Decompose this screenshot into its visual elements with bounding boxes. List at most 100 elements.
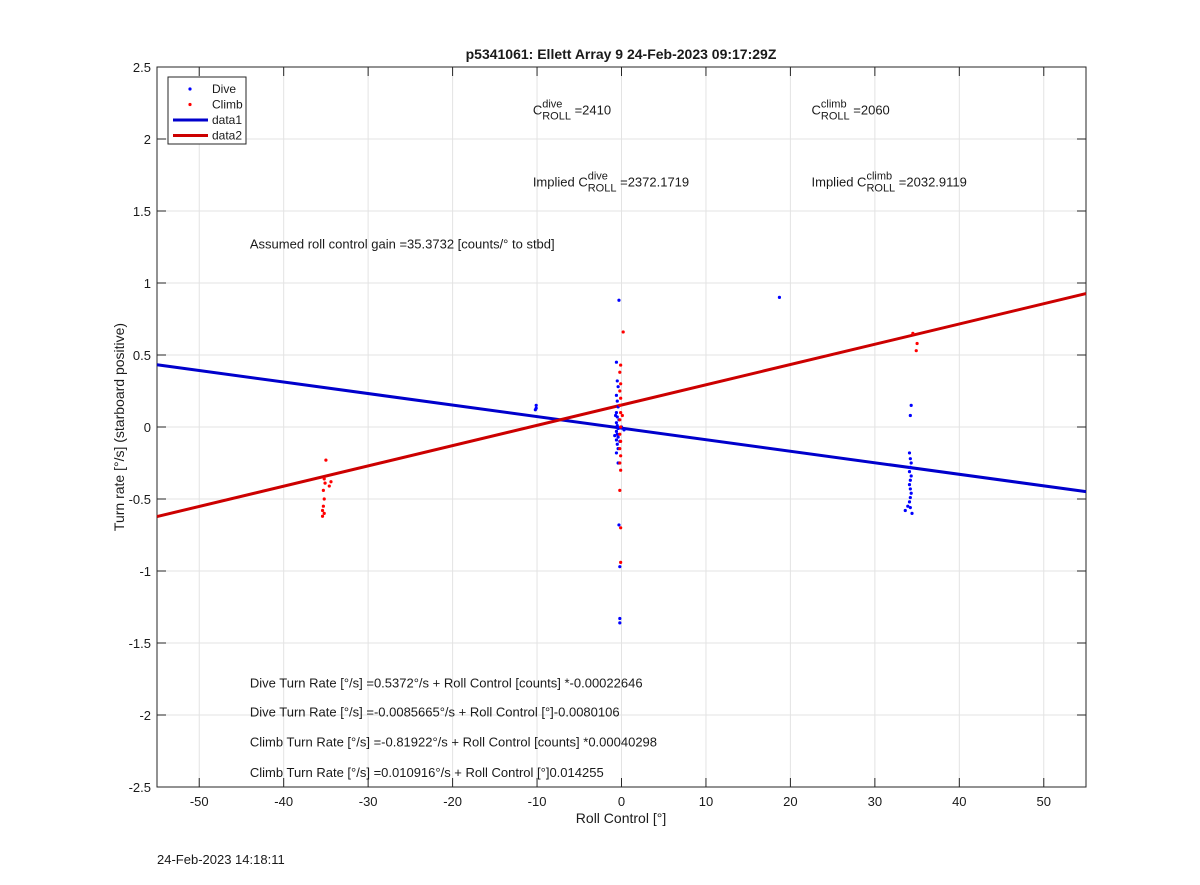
dive-point (614, 411, 619, 415)
x-tick-label: 20 (783, 794, 797, 809)
dive-point (613, 434, 617, 438)
climb-point (619, 425, 623, 429)
annotation-implied-climb: Implied Cclimb ROLL =2032.9119 (812, 171, 967, 195)
dive-point (622, 428, 626, 432)
climb-point (618, 418, 622, 422)
x-tick-label: -30 (359, 794, 378, 809)
dive-point (616, 435, 620, 439)
series-layer (156, 292, 1087, 625)
dive-point (908, 457, 912, 461)
dive-point (615, 399, 619, 403)
dive-point (909, 491, 913, 495)
dive-point (616, 426, 620, 431)
climb-point (329, 480, 333, 484)
dive-point (910, 511, 914, 515)
dive-point (909, 461, 913, 465)
annotation-eq3: Climb Turn Rate [°/s] =-0.81922°/s + Rol… (250, 735, 657, 750)
y-tick-label: -2.5 (129, 780, 151, 795)
climb-point (619, 560, 623, 564)
legend-label-data2: data2 (212, 129, 242, 143)
annotations-layer: Cdive ROLL =2410 Cclimb ROLL =2060 Implied C… (250, 99, 967, 780)
x-tick-label: 50 (1037, 794, 1051, 809)
dive-point (615, 432, 619, 436)
dive-point (618, 621, 622, 625)
dive-point (614, 360, 619, 364)
x-tick-label: -40 (274, 794, 293, 809)
climb-point (619, 363, 623, 367)
dive-point (908, 495, 912, 500)
climb-point (322, 511, 326, 515)
x-tick-label: 10 (699, 794, 713, 809)
climb-point (915, 341, 919, 346)
dive-point (909, 474, 913, 478)
y-tick-label: -1 (139, 564, 151, 579)
annotation-eq2: Dive Turn Rate [°/s] =-0.0085665°/s + Ro… (250, 704, 620, 719)
y-tick-label: 0.5 (133, 348, 151, 363)
dive-point (617, 523, 621, 527)
dive-point (909, 403, 913, 407)
climb-point (619, 468, 623, 472)
x-tick-label: 30 (868, 794, 882, 809)
dive-point (617, 298, 621, 302)
climb-point (619, 526, 623, 530)
y-tick-label: 0 (144, 420, 151, 435)
legend-label-dive: Dive (212, 82, 236, 96)
print-timestamp: 24-Feb-2023 14:18:11 (157, 852, 285, 867)
y-tick-label: -2 (139, 708, 151, 723)
climb-point (322, 477, 326, 481)
legend-label-climb: Climb (212, 98, 243, 112)
dive-point (903, 508, 907, 513)
climb-point (914, 349, 918, 353)
climb-point (321, 488, 325, 492)
dive-point (614, 438, 619, 442)
legend-box (167, 76, 247, 145)
dive-point (615, 379, 619, 383)
climb-point (618, 447, 622, 451)
dive-point (618, 565, 622, 569)
dive-point (777, 295, 782, 299)
dive-point (908, 487, 912, 491)
series-climb (320, 330, 919, 564)
climb-point (618, 370, 622, 374)
chart-title: p5341061: Ellett Array 9 24-Feb-2023 09:… (466, 46, 777, 62)
y-tick-label: -1.5 (129, 636, 151, 651)
climb-point (621, 330, 625, 334)
x-tick-label: -20 (443, 794, 462, 809)
dive-point (614, 421, 619, 425)
climb-point (619, 454, 623, 458)
dive-point (618, 616, 622, 621)
climb-point (618, 403, 622, 407)
annotation-c-climb: Cclimb ROLL =2060 (812, 99, 890, 123)
legend-label-data1: data1 (212, 113, 242, 127)
x-tick-label: 0 (618, 794, 625, 809)
dive-point (908, 465, 912, 469)
dive-point (907, 451, 912, 455)
y-tick-label: 2.5 (133, 60, 151, 75)
y-tick-label: -0.5 (129, 492, 151, 507)
climb-point (618, 488, 622, 492)
dive-point (908, 413, 912, 418)
axes: -50 -40 -30 -20 -10 0 10 20 30 40 50 2.5 2 1.5 1 0.5 0 -0… (129, 60, 1087, 809)
dive-point (614, 393, 619, 397)
climb-point (320, 508, 325, 513)
dive-point (614, 451, 619, 455)
dive-point (907, 483, 912, 487)
dive-point (908, 506, 912, 510)
y-tick-label: 2 (144, 132, 151, 147)
annotation-c-dive: Cdive ROLL =2410 (533, 99, 611, 123)
climb-point (323, 481, 327, 485)
annotation-eq4: Climb Turn Rate [°/s] =0.010916°/s + Rol… (250, 765, 604, 780)
x-tick-label: -10 (528, 794, 547, 809)
dive-point (613, 413, 618, 418)
dive-point (615, 442, 619, 446)
y-tick-label: 1.5 (133, 204, 151, 219)
dive-point (533, 408, 537, 412)
climb-point (619, 411, 623, 415)
climb-point (620, 413, 624, 418)
x-tick-label: -50 (190, 794, 209, 809)
climb-point (618, 461, 622, 465)
climb-point (911, 331, 915, 335)
climb-point (619, 382, 623, 386)
